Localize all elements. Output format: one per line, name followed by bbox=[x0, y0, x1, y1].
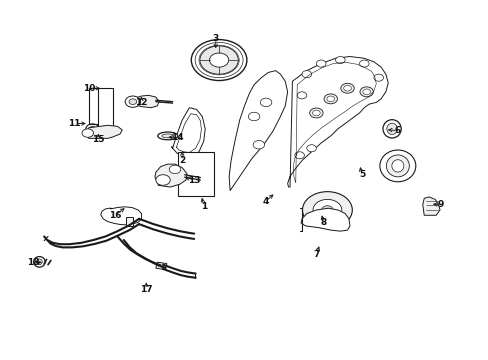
Polygon shape bbox=[171, 108, 205, 157]
Circle shape bbox=[209, 53, 228, 67]
Circle shape bbox=[191, 40, 246, 81]
Ellipse shape bbox=[386, 155, 408, 177]
Circle shape bbox=[326, 96, 334, 102]
Circle shape bbox=[316, 60, 325, 67]
Ellipse shape bbox=[386, 123, 397, 135]
Circle shape bbox=[248, 112, 259, 121]
Circle shape bbox=[324, 94, 337, 104]
FancyBboxPatch shape bbox=[98, 88, 112, 127]
Ellipse shape bbox=[158, 132, 178, 140]
Text: 8: 8 bbox=[320, 218, 326, 227]
Ellipse shape bbox=[382, 120, 400, 138]
Polygon shape bbox=[287, 57, 387, 187]
Polygon shape bbox=[129, 95, 159, 108]
Circle shape bbox=[125, 96, 140, 107]
Circle shape bbox=[312, 199, 341, 221]
Text: 18: 18 bbox=[27, 258, 40, 267]
Text: 13: 13 bbox=[187, 176, 200, 185]
Circle shape bbox=[359, 87, 373, 97]
Circle shape bbox=[373, 74, 383, 81]
Text: 12: 12 bbox=[135, 98, 147, 107]
Text: 5: 5 bbox=[358, 170, 364, 179]
Circle shape bbox=[309, 108, 323, 118]
Circle shape bbox=[156, 175, 170, 185]
Text: 2: 2 bbox=[179, 156, 185, 165]
Circle shape bbox=[335, 57, 345, 64]
Text: 14: 14 bbox=[171, 133, 183, 142]
Ellipse shape bbox=[162, 134, 173, 138]
Circle shape bbox=[302, 71, 311, 78]
Text: 10: 10 bbox=[82, 84, 95, 93]
Ellipse shape bbox=[391, 160, 403, 172]
Circle shape bbox=[253, 140, 264, 149]
Polygon shape bbox=[229, 71, 287, 190]
Circle shape bbox=[260, 98, 271, 107]
Text: 17: 17 bbox=[140, 285, 152, 294]
Circle shape bbox=[82, 129, 93, 137]
Ellipse shape bbox=[379, 150, 415, 182]
Ellipse shape bbox=[34, 257, 45, 267]
Text: 15: 15 bbox=[92, 135, 104, 144]
Circle shape bbox=[86, 124, 99, 134]
Text: 3: 3 bbox=[212, 34, 219, 43]
FancyBboxPatch shape bbox=[178, 152, 214, 196]
Polygon shape bbox=[101, 207, 141, 225]
Polygon shape bbox=[155, 164, 186, 187]
Circle shape bbox=[169, 165, 181, 174]
Text: 7: 7 bbox=[312, 249, 319, 258]
Text: 1: 1 bbox=[200, 202, 206, 211]
Text: 16: 16 bbox=[109, 211, 121, 220]
Ellipse shape bbox=[37, 259, 42, 265]
Polygon shape bbox=[156, 262, 166, 270]
Circle shape bbox=[343, 85, 351, 91]
Circle shape bbox=[362, 89, 370, 95]
Circle shape bbox=[200, 46, 238, 74]
Circle shape bbox=[306, 145, 316, 152]
Circle shape bbox=[312, 110, 320, 116]
Text: 6: 6 bbox=[394, 126, 400, 135]
Text: 9: 9 bbox=[437, 200, 443, 209]
Text: 11: 11 bbox=[68, 119, 81, 128]
Circle shape bbox=[302, 192, 351, 228]
Polygon shape bbox=[301, 208, 349, 231]
Circle shape bbox=[129, 99, 137, 104]
Polygon shape bbox=[85, 125, 122, 138]
Polygon shape bbox=[125, 217, 133, 226]
Circle shape bbox=[321, 206, 332, 214]
Circle shape bbox=[294, 152, 304, 159]
Circle shape bbox=[89, 126, 96, 131]
Polygon shape bbox=[422, 197, 439, 215]
Circle shape bbox=[359, 60, 368, 67]
Text: 4: 4 bbox=[263, 197, 269, 206]
Circle shape bbox=[340, 83, 353, 93]
Circle shape bbox=[297, 92, 306, 99]
